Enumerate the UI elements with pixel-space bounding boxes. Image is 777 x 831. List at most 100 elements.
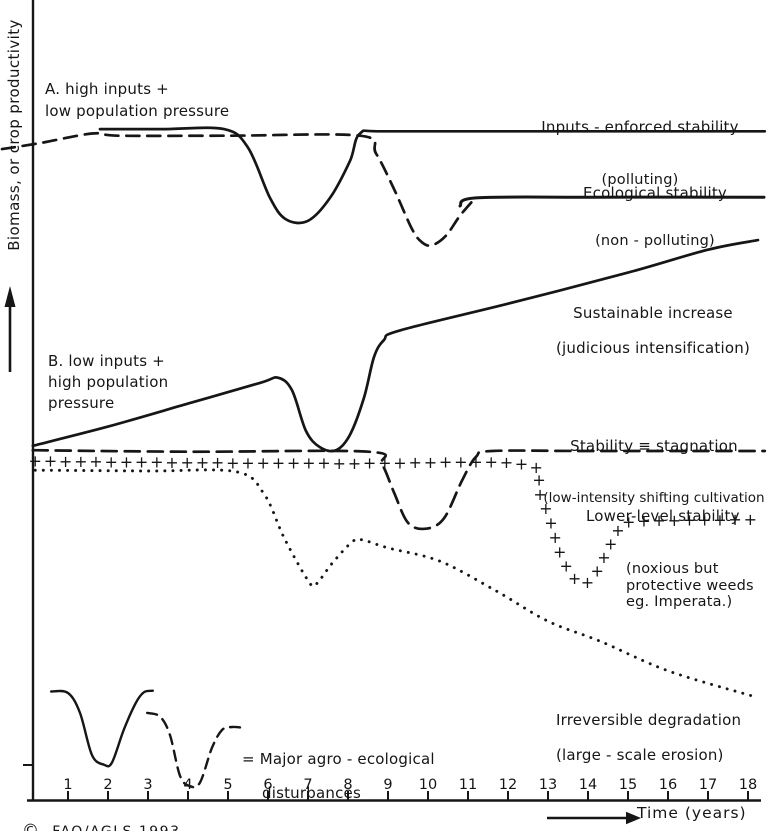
plus-marker: + [28, 452, 41, 471]
label-ecological-title: Ecological stability [583, 184, 727, 202]
plus-marker: + [317, 454, 330, 473]
curve-stagnation [31, 448, 767, 531]
copyright-icon: © [22, 821, 40, 831]
label-ecological-subtitle: (non - polluting) [595, 233, 715, 249]
x-tick-label: 8 [343, 777, 353, 793]
plus-marker: + [439, 453, 452, 472]
curve-sustainable [31, 238, 760, 453]
x-tick-label: 6 [263, 777, 273, 793]
plus-marker: + [469, 452, 482, 471]
copyright-note: © FAO/AGLS 1993 [22, 803, 180, 831]
plus-marker: + [89, 452, 102, 471]
x-axis-arrow [547, 811, 641, 825]
label-ecological-stability: Ecological stability (non - polluting) [548, 168, 762, 267]
label-scenario-a: A. high inputs + low population pressure [45, 80, 230, 120]
plus-marker: + [744, 510, 757, 529]
label-inputs-enforced-subtitle: (polluting) [601, 172, 679, 188]
y-axis-title: Biomass, or crop productivity [5, 8, 23, 262]
label-stagnation-title: Stability ≡ stagnation [570, 437, 738, 455]
axes [4, 0, 761, 825]
label-lower-level-stability: Lower-level stability (noxious but prote… [586, 491, 777, 628]
plus-marker: + [165, 453, 178, 472]
label-stability-stagnation: Stability ≡ stagnation (low-intensity sh… [528, 421, 777, 524]
label-degradation-title: Irreversible degradation [556, 711, 742, 729]
copyright-text: FAO/AGLS 1993 [52, 824, 180, 831]
plus-marker: + [668, 511, 681, 530]
label-degradation-subtitle: (large - scale erosion) [556, 745, 724, 764]
x-tick-label: 17 [698, 777, 718, 793]
plus-marker: + [604, 534, 617, 553]
label-lower-level-subtitle: (noxious but protective weeds eg. Impera… [626, 561, 754, 610]
x-tick-label: 15 [618, 777, 638, 793]
plus-marker: + [515, 454, 528, 473]
x-tick-label: 14 [578, 777, 598, 793]
label-sustainable-subtitle: (judicious intensification) [555, 339, 751, 357]
plus-marker: + [150, 453, 163, 472]
label-irreversible-degradation: Irreversible degradation (large - scale … [556, 695, 741, 781]
plus-marker: + [698, 511, 711, 530]
x-axis-title: Time (years) [637, 804, 747, 822]
curve-inputs-enforced [98, 126, 767, 225]
plus-marker: + [652, 511, 665, 530]
x-tick-label: 2 [103, 777, 113, 793]
label-legend-title: = Major agro - ecological [242, 750, 435, 768]
x-tick-label: 16 [658, 777, 678, 793]
x-tick-label: 1 [63, 777, 73, 793]
plus-marker: + [408, 453, 421, 472]
plus-marker: + [529, 458, 542, 477]
plus-marker: + [544, 514, 557, 533]
x-tick-label: 7 [303, 777, 313, 793]
curve-ecological-level [458, 195, 766, 208]
plus-marker: + [332, 454, 345, 473]
plus-marker: + [683, 511, 696, 530]
x-tick-label: 5 [223, 777, 233, 793]
label-inputs-enforced-stability: Inputs - enforced stability (polluting) [516, 102, 764, 206]
label-sustainable-title: Sustainable increase [573, 304, 733, 322]
plus-marker: + [424, 453, 437, 472]
label-lower-level-title: Lower-level stability [586, 507, 740, 525]
plus-marker: + [74, 452, 87, 471]
plus-marker: + [622, 512, 635, 531]
plus-marker: + [287, 454, 300, 473]
plus-marker: + [484, 453, 497, 472]
plus-marker: + [120, 453, 133, 472]
curves: + + + + + + + + + + + + + + + + + + + + + + + + + + + + + + + + + +++++++… [0, 126, 767, 789]
plus-marker: + [104, 452, 117, 471]
plus-marker: + [548, 528, 561, 547]
plus-marker: + [581, 573, 594, 592]
plus-marker: + [59, 452, 72, 471]
x-tick-label: 4 [183, 777, 193, 793]
plus-marker: + [454, 452, 467, 471]
x-axis-ticks [67, 791, 749, 801]
x-tick-label: 11 [458, 777, 478, 793]
plus-marker: + [539, 499, 552, 518]
x-tick-label: 9 [383, 777, 393, 793]
plus-marker: + [348, 454, 361, 473]
label-scenario-b: B. low inputs + high population pressure [48, 352, 169, 412]
x-tick-label: 13 [538, 777, 558, 793]
label-inputs-enforced-title: Inputs - enforced stability [541, 118, 739, 136]
label-stagnation-subtitle: (low-intensity shifting cultivation [543, 490, 765, 506]
y-axis-arrow [4, 286, 16, 372]
label-legend-subtitle: disturbances [262, 784, 361, 802]
plus-marker: + [500, 453, 513, 472]
curve-legend-dashed-dip [146, 711, 244, 789]
plus-marker: + [568, 569, 581, 588]
plus-marker: + [393, 453, 406, 472]
x-tick-label: 18 [738, 777, 758, 793]
plus-marker: + [302, 454, 315, 473]
plus-marker: + [378, 454, 391, 473]
plus-marker: + [256, 453, 269, 472]
x-tick-label: 10 [418, 777, 438, 793]
plus-marker: + [553, 543, 566, 562]
label-sustainable-increase: Sustainable increase (judicious intensif… [536, 288, 770, 374]
plus-marker: + [637, 511, 650, 530]
plus-marker: + [196, 453, 209, 472]
plus-marker: + [272, 454, 285, 473]
plus-marker: + [180, 453, 193, 472]
curve-legend-solid-dip [50, 689, 154, 768]
plus-marker: + [241, 453, 254, 472]
x-tick-label: 12 [498, 777, 518, 793]
